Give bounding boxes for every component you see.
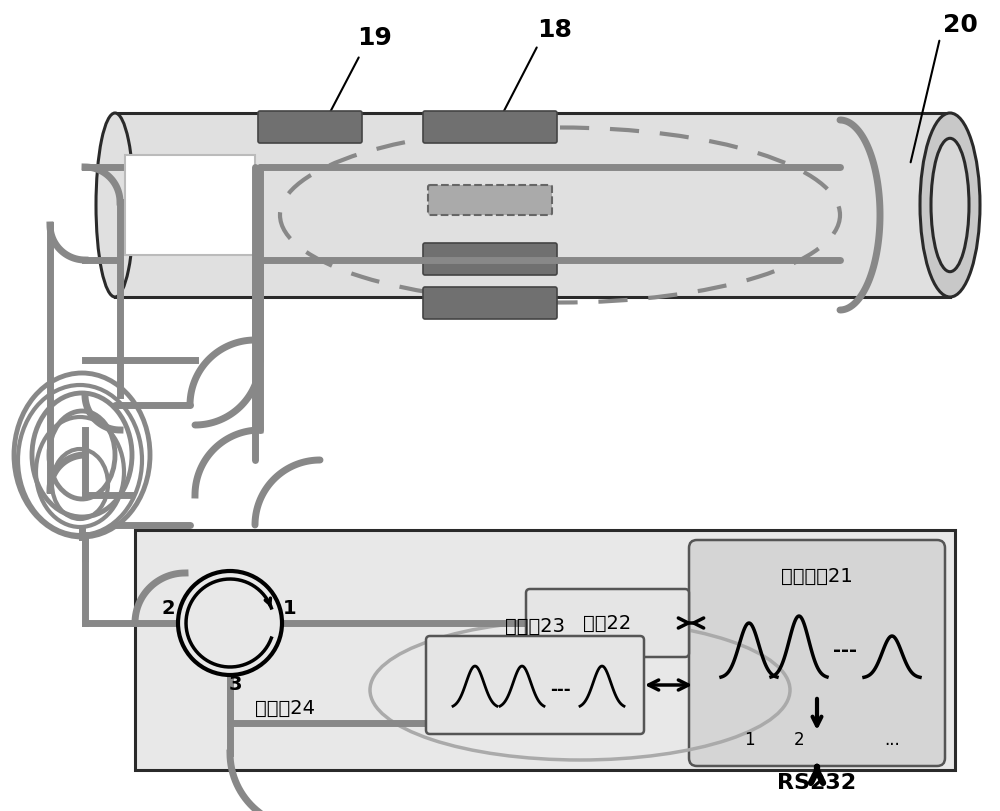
FancyBboxPatch shape [526,589,689,657]
Text: 1: 1 [744,731,754,749]
Ellipse shape [96,113,134,297]
Text: 19: 19 [358,26,392,50]
Ellipse shape [931,139,969,272]
FancyBboxPatch shape [423,287,557,319]
Text: 环形妒24: 环形妒24 [255,698,315,718]
Text: 20: 20 [943,13,977,37]
Text: ...: ... [884,731,900,749]
FancyBboxPatch shape [689,540,945,766]
Text: 解调模23: 解调模23 [505,616,565,636]
FancyBboxPatch shape [426,636,644,734]
FancyBboxPatch shape [423,111,557,143]
Text: 18: 18 [538,18,572,42]
Text: 光渀22: 光渀22 [583,613,632,633]
Text: 2: 2 [794,731,804,749]
FancyBboxPatch shape [115,113,950,297]
Text: ---: --- [833,641,857,659]
FancyBboxPatch shape [258,111,362,143]
Text: 控制电路21: 控制电路21 [781,567,853,586]
Text: ---: --- [550,681,570,699]
Circle shape [178,571,282,675]
FancyBboxPatch shape [423,243,557,275]
FancyBboxPatch shape [135,530,955,770]
Text: 2: 2 [161,599,175,617]
FancyBboxPatch shape [428,185,552,215]
Text: 1: 1 [283,599,297,617]
Ellipse shape [920,113,980,297]
FancyBboxPatch shape [125,155,255,255]
Text: RS232: RS232 [777,773,857,793]
Text: 3: 3 [228,676,242,694]
